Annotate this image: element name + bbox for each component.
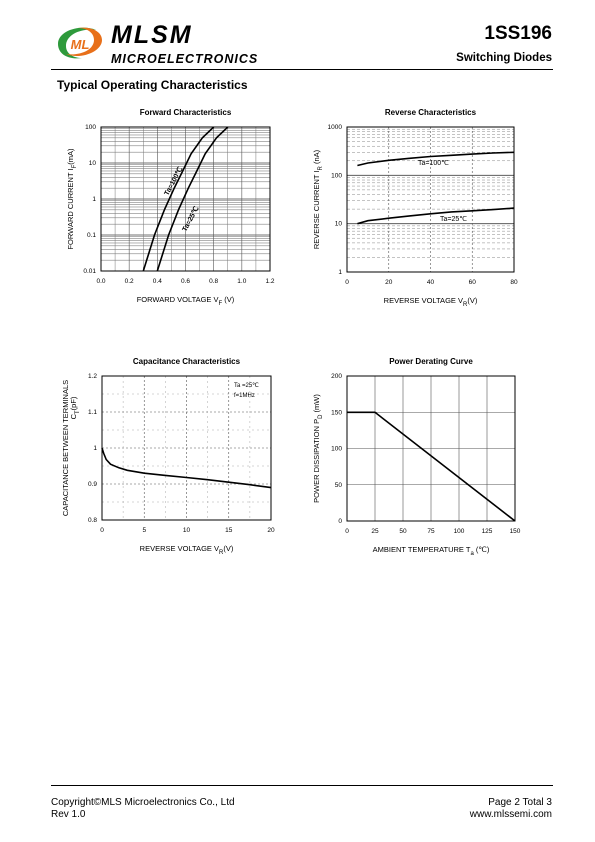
x-tick-label: 75	[427, 528, 435, 535]
part-number: 1SS196	[484, 23, 552, 44]
x-axis-label: FORWARD VOLTAGE VF (V)	[137, 295, 235, 307]
x-tick-label: 50	[399, 528, 407, 535]
x-tick-label: 0.6	[181, 278, 190, 285]
x-tick-label: 0.0	[96, 278, 105, 285]
x-tick-label: 40	[427, 279, 435, 286]
y-tick-label: 0.9	[88, 481, 97, 488]
y-tick-label: 10	[335, 221, 343, 228]
y-tick-label: 100	[331, 172, 342, 179]
plot-frame	[100, 126, 271, 272]
plot-frame	[346, 126, 515, 273]
chart-title: Forward Characteristics	[140, 108, 232, 117]
y-axis-label: FORWARD CURRENT IF(mA)	[66, 148, 78, 250]
y-tick-label: 150	[331, 409, 342, 416]
y-tick-label: 200	[331, 373, 342, 380]
copyright-text: Copyright©MLS Microelectronics Co., Ltd	[51, 797, 235, 808]
y-tick-label: 1.1	[88, 409, 97, 416]
y-tick-label: 1.2	[88, 373, 97, 380]
y-axis-label: POWER DISSIPATION PD (mW)	[312, 394, 324, 503]
part-description: Switching Diodes	[456, 52, 552, 64]
x-tick-label: 0.2	[125, 278, 134, 285]
chart-1: 0.0 0.2 0.4 0.6 0.8 1.0 1.2 0.01 0.1 1 10 100 Forwar…	[66, 108, 275, 307]
x-tick-label: 0	[100, 527, 104, 534]
chart-annotation: f=1MHz	[234, 393, 255, 399]
y-tick-label: 50	[335, 482, 343, 489]
header-divider	[51, 69, 553, 70]
chart-title: Capacitance Characteristics	[133, 357, 241, 366]
x-tick-label: 15	[225, 527, 233, 534]
x-tick-label: 125	[482, 528, 493, 535]
y-tick-label: 0.01	[83, 268, 96, 275]
y-axis-label-unit: CT(pF)	[69, 396, 81, 419]
x-tick-label: 0.8	[209, 278, 218, 285]
series-line	[142, 126, 215, 272]
y-tick-label: 0.8	[88, 517, 97, 524]
y-tick-label: 1	[338, 269, 342, 276]
chart-title: Reverse Characteristics	[385, 108, 477, 117]
section-title: Typical Operating Characteristics	[57, 78, 248, 92]
y-axis-label: CAPACITANCE BETWEEN TERMINALS	[61, 380, 70, 516]
website-link[interactable]: www.mlssemi.com	[469, 809, 552, 820]
x-tick-label: 20	[385, 279, 393, 286]
x-tick-label: 5	[142, 527, 146, 534]
x-tick-label: 0.4	[153, 278, 162, 285]
y-tick-label: 10	[89, 160, 97, 167]
series-line	[347, 411, 516, 522]
x-tick-label: 80	[510, 279, 518, 286]
revision-text: Rev 1.0	[51, 809, 86, 820]
x-tick-label: 0	[345, 528, 349, 535]
x-axis-label: REVERSE VOLTAGE VR(V)	[384, 296, 478, 308]
x-tick-label: 1.0	[237, 278, 246, 285]
x-tick-label: 0	[345, 279, 349, 286]
series-line	[101, 447, 272, 489]
logo-text: ML	[71, 37, 90, 52]
plot-frame	[346, 375, 516, 522]
x-tick-label: 20	[267, 527, 275, 534]
x-tick-label: 60	[469, 279, 477, 286]
y-tick-label: 100	[85, 124, 96, 131]
mlsm-logo: ML	[58, 27, 102, 59]
chart-4: 0 25 50 75 100 125 150 0 50 100 150 200 Power Derati…	[312, 357, 521, 557]
series-label: Ta=25℃	[181, 205, 201, 233]
series-label: Ta=100℃	[418, 160, 449, 167]
y-tick-label: 100	[331, 446, 342, 453]
x-axis-label: REVERSE VOLTAGE VR(V)	[140, 544, 234, 556]
chart-annotation: Ta =25℃	[234, 383, 259, 389]
page-indicator: Page 2 Total 3	[488, 797, 552, 808]
chart-title: Power Derating Curve	[389, 357, 473, 366]
series-label: Ta=100℃	[163, 165, 185, 196]
brand-name: MLSM	[111, 21, 193, 49]
footer-divider	[51, 785, 553, 786]
series-line	[357, 151, 515, 167]
chart-2: 0 20 40 60 80 1 10 100 1000 Reverse Characteristi…	[312, 108, 518, 308]
y-tick-label: 1	[93, 445, 97, 452]
y-tick-label: 1	[92, 196, 96, 203]
x-tick-label: 1.2	[265, 278, 274, 285]
x-tick-label: 100	[454, 528, 465, 535]
x-tick-label: 25	[371, 528, 379, 535]
y-tick-label: 0.1	[87, 232, 96, 239]
series-line	[156, 126, 229, 272]
brand-subtitle: MICROELECTRONICS	[111, 52, 259, 66]
y-tick-label: 1000	[328, 124, 343, 131]
y-axis-label: REVERSE CURRENT IR (nA)	[312, 149, 324, 249]
x-axis-label: AMBIENT TEMPERATURE Ta (℃)	[373, 545, 490, 557]
x-tick-label: 150	[510, 528, 521, 535]
y-tick-label: 0	[338, 518, 342, 525]
x-tick-label: 10	[183, 527, 191, 534]
series-line	[357, 207, 515, 225]
chart-3: 0 5 10 15 20 0.8 0.9 1 1.1 1.2 Capacitance Charact…	[61, 357, 275, 556]
series-label: Ta=25℃	[440, 216, 467, 223]
